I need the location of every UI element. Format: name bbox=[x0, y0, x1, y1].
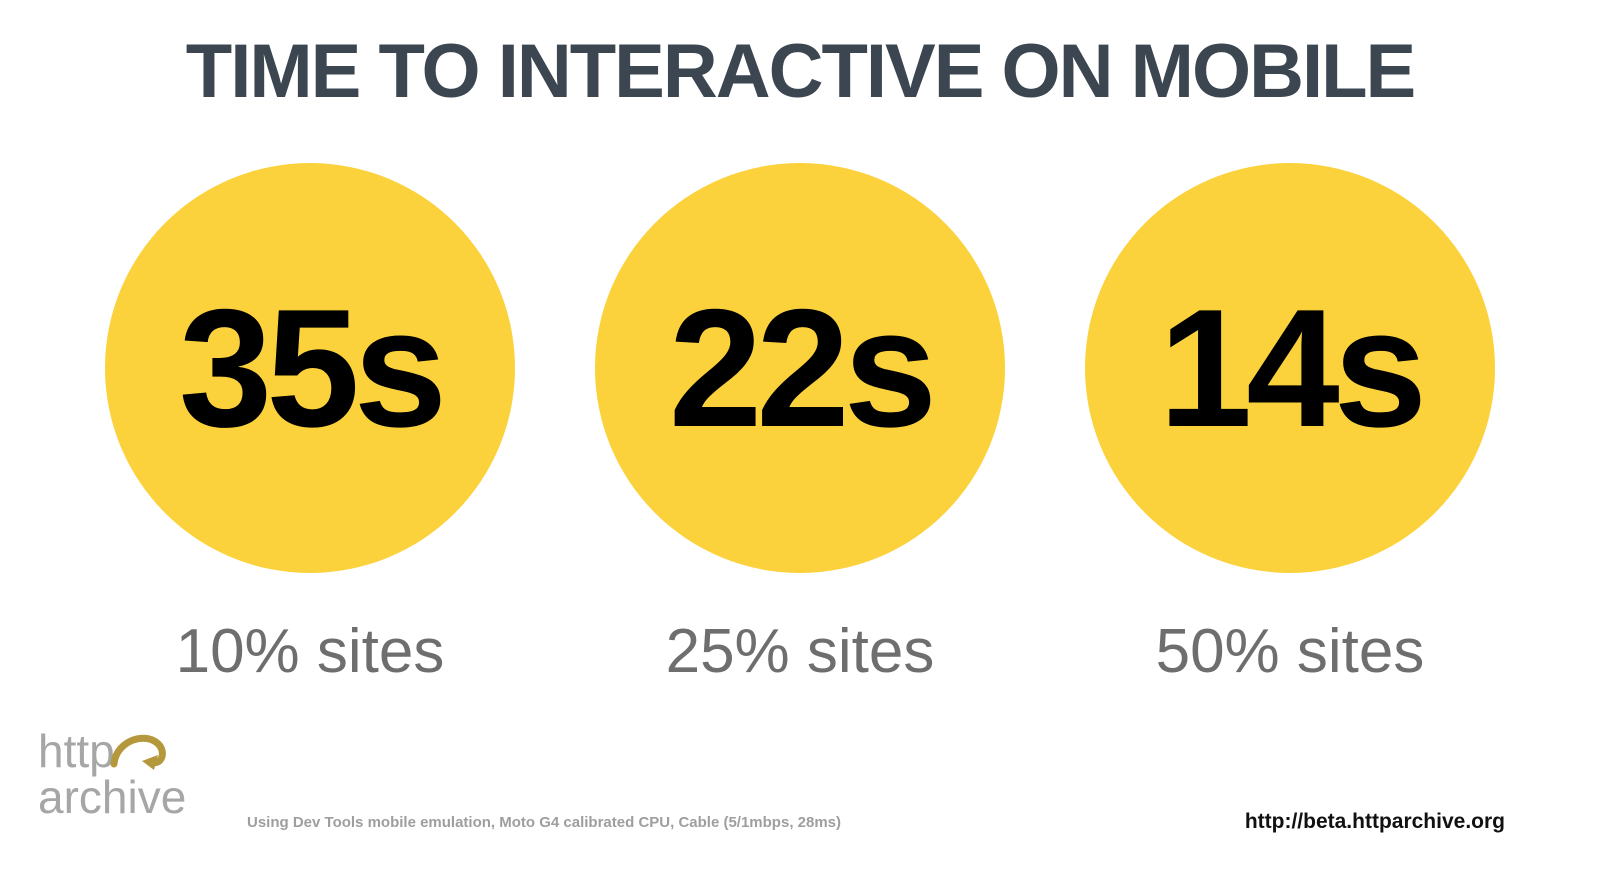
stat-value: 35s bbox=[178, 274, 447, 462]
stat-label: 25% sites bbox=[665, 617, 935, 686]
httparchive-logo: http archive bbox=[38, 728, 186, 820]
site-url: http://beta.httparchive.org bbox=[1244, 810, 1505, 833]
stat-25th-percentile: 22s 25% sites bbox=[595, 163, 1005, 683]
logo-text-http: http bbox=[38, 725, 115, 777]
stat-50th-percentile: 14s 50% sites bbox=[1085, 163, 1495, 683]
logo-text-archive: archive bbox=[38, 771, 187, 823]
stat-circle: 35s bbox=[105, 163, 515, 573]
curved-arrow-icon bbox=[110, 734, 166, 770]
page-title: TIME TO INTERACTIVE ON MOBILE bbox=[185, 29, 1416, 114]
stats-row: 35s 10% sites 22s 25% sites 14s 50% site… bbox=[0, 163, 1600, 683]
stat-10th-percentile: 35s 10% sites bbox=[105, 163, 515, 683]
stat-value: 14s bbox=[1158, 274, 1427, 462]
stat-label: 50% sites bbox=[1155, 617, 1425, 686]
methodology-note: Using Dev Tools mobile emulation, Moto G… bbox=[247, 814, 842, 831]
stat-label: 10% sites bbox=[175, 617, 445, 686]
stat-circle: 22s bbox=[595, 163, 1005, 573]
stat-value: 22s bbox=[668, 274, 937, 462]
stat-circle: 14s bbox=[1085, 163, 1495, 573]
